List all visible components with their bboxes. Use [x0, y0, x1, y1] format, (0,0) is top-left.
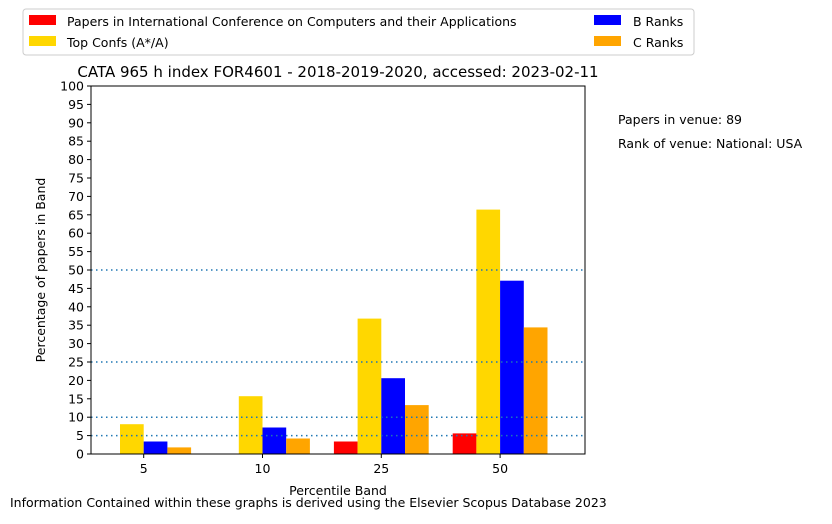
- bar-c-ranks-5: [167, 447, 192, 454]
- y-tick-label: 65: [68, 207, 84, 222]
- legend-swatch: [594, 15, 621, 25]
- y-tick-label: 90: [68, 115, 84, 130]
- legend-label: C Ranks: [633, 35, 683, 50]
- bar-top-confs-a-a--5: [120, 424, 144, 454]
- y-tick-label: 5: [76, 428, 84, 443]
- bar-papers-in-international-confer-50: [452, 433, 477, 454]
- y-tick-label: 60: [68, 226, 84, 241]
- chart-title: CATA 965 h index FOR4601 - 2018-2019-202…: [77, 63, 598, 81]
- y-tick-label: 10: [68, 410, 84, 425]
- x-tick-label: 50: [492, 461, 508, 476]
- bar-b-ranks-25: [381, 378, 405, 454]
- y-tick-label: 35: [68, 318, 84, 333]
- y-tick-label: 95: [68, 97, 84, 112]
- y-tick-label: 15: [68, 391, 84, 406]
- plot-area: 0 5 10 15 20 25 30 35 40 45 50 55 60 65 70 75 80 85 90 95 10…: [60, 79, 586, 476]
- y-tick-label: 40: [68, 299, 84, 314]
- y-tick-label: 85: [68, 134, 84, 149]
- bar-c-ranks-25: [405, 405, 429, 454]
- legend: Papers in International Conference on Co…: [22, 8, 695, 56]
- legend-swatch: [29, 36, 56, 46]
- x-tick-label: 25: [373, 461, 389, 476]
- y-tick-label: 0: [76, 447, 84, 462]
- legend-swatch: [29, 15, 56, 25]
- bar-c-ranks-50: [523, 327, 548, 454]
- y-tick-label: 80: [68, 152, 84, 167]
- legend-swatch: [594, 36, 621, 46]
- bar-top-confs-a-a--10: [238, 396, 263, 454]
- papers-in-venue-note: Papers in venue: 89: [618, 112, 742, 127]
- y-tick-label: 50: [68, 263, 84, 278]
- legend-box: [22, 8, 695, 56]
- rank-of-venue-note: Rank of venue: National: USA: [618, 136, 803, 151]
- bar-c-ranks-10: [286, 438, 310, 454]
- x-tick-label: 5: [140, 461, 148, 476]
- y-tick-label: 75: [68, 171, 84, 186]
- legend-label: Top Confs (A*/A): [66, 35, 169, 50]
- y-tick-label: 45: [68, 281, 84, 296]
- y-tick-label: 100: [60, 79, 84, 94]
- bar-b-ranks-5: [143, 441, 168, 454]
- bar-papers-in-international-confer-25: [333, 441, 358, 454]
- legend-label: Papers in International Conference on Co…: [67, 14, 517, 29]
- x-tick-label: 10: [255, 461, 271, 476]
- bar-b-ranks-10: [262, 427, 287, 454]
- bar-top-confs-a-a--25: [357, 318, 382, 454]
- bar-b-ranks-50: [500, 280, 524, 454]
- data-source-footer: Information Contained within these graph…: [10, 495, 607, 510]
- y-tick-label: 20: [68, 373, 84, 388]
- y-tick-label: 25: [68, 355, 84, 370]
- y-tick-label: 30: [68, 336, 84, 351]
- y-axis-label: Percentage of papers in Band: [33, 178, 48, 363]
- x-axis-label: Percentile Band: [289, 483, 387, 498]
- legend-label: B Ranks: [633, 14, 683, 29]
- y-tick-label: 70: [68, 189, 84, 204]
- y-tick-label: 55: [68, 244, 84, 259]
